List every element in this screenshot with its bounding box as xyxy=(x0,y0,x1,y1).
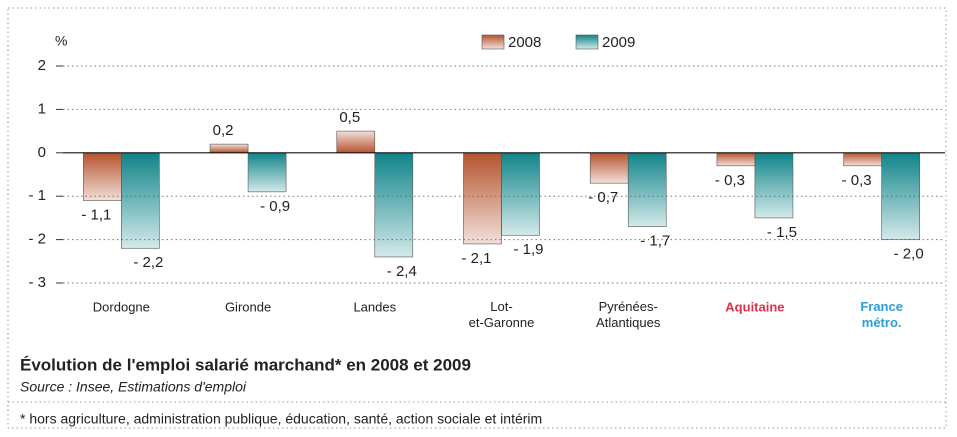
y-tick-label: 0 xyxy=(38,144,46,161)
y-tick-label: - 3 xyxy=(28,274,46,291)
bar xyxy=(843,152,882,167)
value-label: - 1,9 xyxy=(513,241,543,258)
value-label: - 2,2 xyxy=(133,254,163,271)
x-tick-label: Aquitaine xyxy=(725,299,784,314)
y-axis-label: % xyxy=(55,33,67,49)
bar xyxy=(589,152,629,184)
x-tick-label: France métro. xyxy=(860,299,903,330)
footnote: * hors agriculture, administration publi… xyxy=(20,411,542,427)
value-label: 0,5 xyxy=(339,109,360,126)
bar xyxy=(501,152,540,236)
value-label: - 2,1 xyxy=(461,250,491,267)
value-label: - 1,1 xyxy=(81,207,111,224)
y-tick-label: 1 xyxy=(38,100,46,117)
legend-label: 2009 xyxy=(602,34,635,51)
value-label: - 0,3 xyxy=(715,172,745,189)
frame xyxy=(7,7,947,429)
bar xyxy=(209,143,249,154)
bar xyxy=(336,130,376,154)
x-tick-label: Landes xyxy=(353,299,396,314)
chart-title: Évolution de l'emploi salarié marchand* … xyxy=(20,355,471,374)
bar xyxy=(83,152,122,201)
value-label: 0,2 xyxy=(213,122,234,139)
value-label: - 0,9 xyxy=(260,198,290,215)
bar xyxy=(627,152,667,227)
legend-swatch xyxy=(481,34,505,50)
bar xyxy=(754,152,794,219)
y-tick-label: 2 xyxy=(38,57,46,74)
bar xyxy=(881,152,920,240)
x-tick-label: Dordogne xyxy=(93,299,150,314)
value-label: - 2,4 xyxy=(387,263,417,280)
value-label: - 0,7 xyxy=(588,189,618,206)
x-tick-label: Pyrénées-Atlantiques xyxy=(596,299,661,330)
x-tick-label: Gironde xyxy=(225,299,271,314)
bar xyxy=(716,152,756,167)
legend-swatch xyxy=(575,34,599,50)
bar xyxy=(463,152,502,245)
bar xyxy=(247,152,287,193)
value-label: - 0,3 xyxy=(842,172,872,189)
y-tick-label: - 2 xyxy=(28,231,46,248)
bar xyxy=(121,152,160,249)
y-tick-label: - 1 xyxy=(28,187,46,204)
value-label: - 1,7 xyxy=(640,233,670,250)
legend-label: 2008 xyxy=(508,34,541,51)
value-label: - 2,0 xyxy=(894,246,924,263)
bar xyxy=(374,152,414,258)
x-tick-label: Lot-et-Garonne xyxy=(469,299,535,330)
chart-subtitle: Source : Insee, Estimations d'emploi xyxy=(20,379,247,395)
value-label: - 1,5 xyxy=(767,224,797,241)
